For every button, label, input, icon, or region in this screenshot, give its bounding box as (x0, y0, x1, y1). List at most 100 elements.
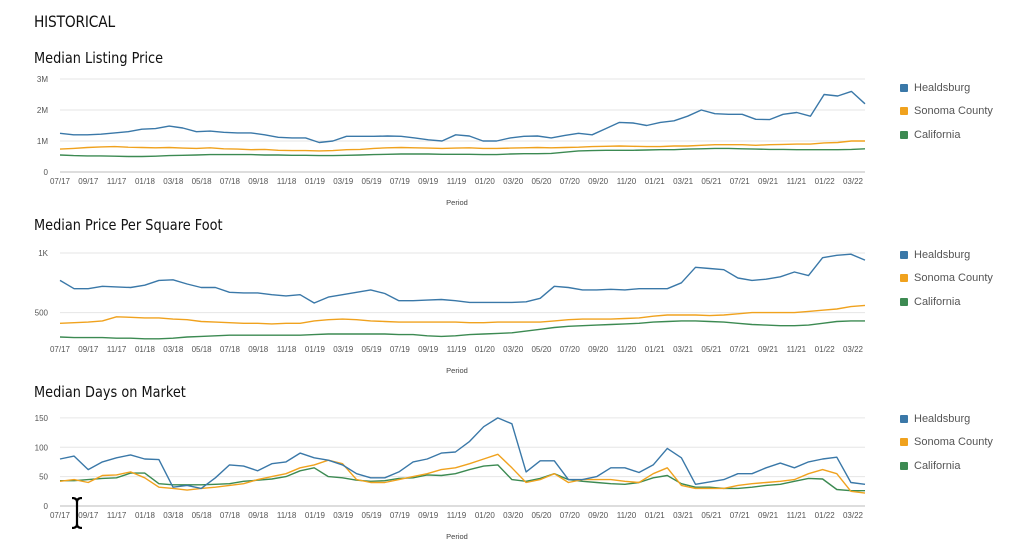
legend-label: Sonoma County (914, 272, 993, 285)
legend-label: California (914, 295, 961, 308)
legend-item-sonoma-county[interactable]: Sonoma County (900, 431, 993, 455)
x-tick-label: 05/20 (531, 345, 552, 354)
legend: Healdsburg Sonoma County California (900, 243, 993, 314)
x-tick-label: 07/21 (730, 511, 751, 520)
legend-item-healdsburg[interactable]: Healdsburg (900, 243, 993, 267)
x-tick-label: 03/18 (163, 511, 184, 520)
x-tick-label: 01/20 (475, 511, 496, 520)
series-line-healdsburg[interactable] (59, 417, 866, 490)
x-tick-label: 09/17 (78, 511, 99, 520)
x-tick-label: 09/20 (588, 511, 609, 520)
legend-item-sonoma-county[interactable]: Sonoma County (900, 267, 993, 291)
x-tick-label: 03/22 (843, 345, 864, 354)
legend-swatch (900, 297, 908, 306)
series-line-california[interactable] (60, 464, 865, 492)
y-tick-label: 2M (37, 106, 48, 115)
x-tick-label: 01/22 (815, 177, 836, 186)
legend-label: Sonoma County (914, 436, 993, 449)
series-line-sonoma-county[interactable] (59, 140, 865, 152)
legend-swatch (900, 130, 908, 139)
legend-label: California (914, 459, 961, 472)
x-tick-label: 05/19 (362, 511, 383, 520)
x-tick-label: 01/21 (645, 511, 666, 520)
x-tick-label: 07/17 (50, 345, 71, 354)
x-tick-label: 03/21 (673, 511, 694, 520)
x-tick-label: 09/17 (78, 345, 99, 354)
legend-item-healdsburg[interactable]: Healdsburg (900, 76, 993, 100)
x-tick-label: 11/19 (447, 177, 467, 186)
x-tick-label: 09/17 (78, 177, 99, 186)
x-tick-label: 03/20 (503, 345, 524, 354)
series-line-sonoma-county[interactable] (59, 304, 866, 325)
legend-item-california[interactable]: California (900, 123, 993, 147)
x-tick-label: 07/18 (220, 345, 241, 354)
legend: Healdsburg Sonoma County California (900, 407, 993, 478)
legend-item-sonoma-county[interactable]: Sonoma County (900, 100, 993, 124)
x-tick-label: 03/18 (163, 177, 184, 186)
x-tick-label: 11/18 (277, 345, 297, 354)
legend-swatch (900, 250, 908, 259)
series-line-california[interactable] (59, 320, 865, 340)
legend-label: California (914, 128, 961, 141)
y-tick-label: 1K (38, 249, 48, 258)
chart-title: Median Price Per Square Foot (34, 216, 223, 234)
x-tick-label: 01/21 (645, 177, 666, 186)
x-tick-label: 07/19 (390, 345, 411, 354)
chart-section-listing-price: Median Listing Price 0 1M 2M 3M 07/17 09/17 11… (0, 49, 1012, 209)
legend-item-california[interactable]: California (900, 290, 993, 314)
x-tick-label: 11/17 (107, 511, 127, 520)
x-tick-label: 07/20 (560, 511, 581, 520)
y-tick-label: 500 (35, 309, 49, 318)
legend: Healdsburg Sonoma County California (900, 76, 993, 147)
chart-svg: 0 50 100 150 07/17 09/17 11/17 01/18 03/18 05/18 0… (35, 414, 866, 541)
x-tick-label: 05/21 (701, 345, 722, 354)
x-tick-label: 11/21 (787, 511, 807, 520)
y-tick-label: 150 (35, 414, 49, 423)
series-line-sonoma-county[interactable] (59, 453, 866, 494)
x-tick-label: 09/20 (588, 177, 609, 186)
x-tick-label: 09/18 (248, 345, 269, 354)
x-tick-label: 11/21 (787, 345, 807, 354)
legend-swatch (900, 438, 908, 447)
x-tick-label: 05/20 (531, 177, 552, 186)
x-tick-label: 07/19 (390, 511, 411, 520)
x-tick-label: 11/21 (787, 177, 807, 186)
x-tick-label: 09/21 (758, 345, 779, 354)
y-tick-label: 0 (44, 502, 49, 511)
y-tick-label: 3M (37, 75, 48, 84)
x-tick-label: 09/19 (418, 345, 439, 354)
x-tick-label: 03/21 (673, 345, 694, 354)
x-tick-label: 07/20 (560, 345, 581, 354)
x-tick-label: 07/20 (560, 177, 581, 186)
series-line-healdsburg[interactable] (59, 253, 866, 304)
x-tick-label: 05/18 (192, 511, 213, 520)
x-tick-label: 11/20 (617, 511, 637, 520)
series-line-healdsburg[interactable] (59, 90, 866, 144)
legend-item-california[interactable]: California (900, 454, 993, 478)
x-tick-label: 01/19 (305, 345, 326, 354)
x-tick-label: 09/19 (418, 177, 439, 186)
x-tick-label: 03/20 (503, 511, 524, 520)
x-tick-label: 05/21 (701, 511, 722, 520)
chart-section-price-per-sqft: Median Price Per Square Foot 500 1K 07/17 0… (0, 216, 1012, 376)
legend-swatch (900, 274, 908, 283)
x-tick-label: 05/18 (192, 177, 213, 186)
x-tick-label: 09/21 (758, 511, 779, 520)
x-tick-label: 03/19 (333, 345, 354, 354)
x-tick-label: 11/17 (107, 345, 127, 354)
x-tick-label: 07/18 (220, 511, 241, 520)
legend-label: Healdsburg (914, 248, 971, 261)
page-title: HISTORICAL (34, 12, 115, 31)
x-tick-label: 01/18 (135, 511, 156, 520)
x-tick-label: 07/17 (50, 177, 71, 186)
x-axis-label: Period (446, 366, 468, 375)
legend-item-healdsburg[interactable]: Healdsburg (900, 407, 993, 431)
x-tick-label: 11/17 (107, 177, 127, 186)
chart-svg: 500 1K 07/17 09/17 11/17 01/18 03/18 05/18 07/18… (35, 249, 866, 375)
legend-label: Healdsburg (914, 412, 971, 425)
x-tick-label: 01/20 (475, 345, 496, 354)
x-tick-label: 05/20 (531, 511, 552, 520)
chart-section-days-on-market: Median Days on Market 0 50 100 150 07/17 09/1… (0, 383, 1012, 543)
series-line-california[interactable] (59, 147, 866, 158)
x-tick-label: 01/20 (475, 177, 496, 186)
